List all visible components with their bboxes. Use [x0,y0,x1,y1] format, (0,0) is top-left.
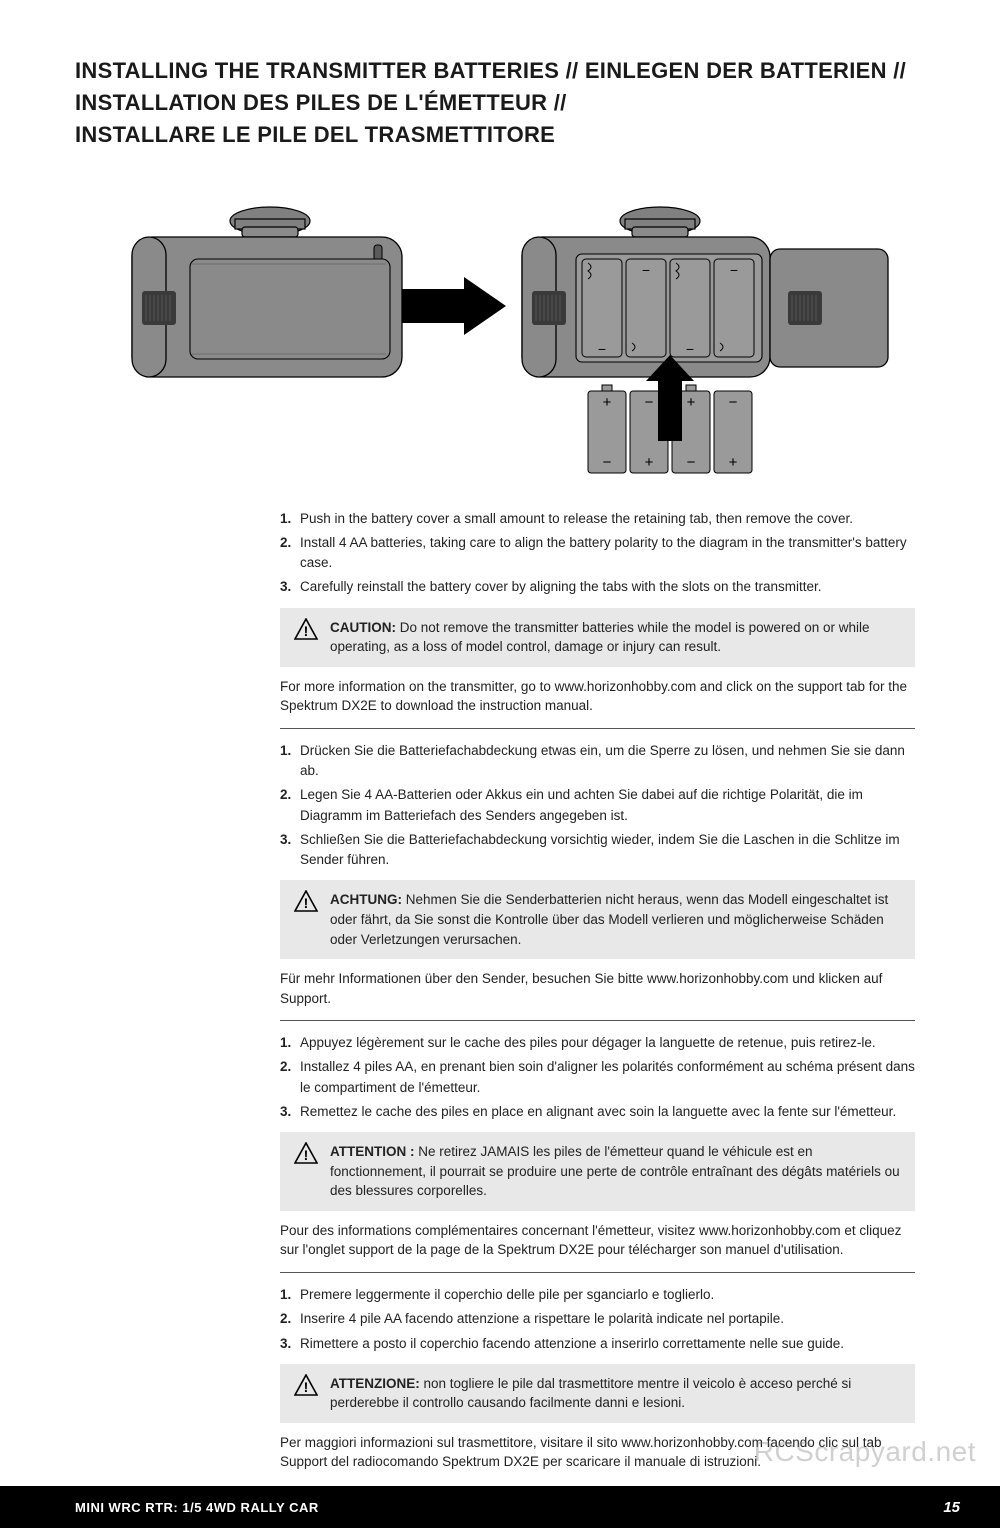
step-list: 1.Drücken Sie die Batteriefachabdeckung … [280,741,915,871]
section-de: 1.Drücken Sie die Batteriefachabdeckung … [75,741,925,1021]
followup-text: Für mehr Informationen über den Sender, … [280,969,915,1008]
section-divider [280,1020,915,1021]
step-item: 1.Appuyez légèrement sur le cache des pi… [280,1033,915,1053]
title-line: INSTALLING THE TRANSMITTER BATTERIES // … [75,55,925,87]
title-line: INSTALLARE LE PILE DEL TRASMETTITORE [75,119,925,151]
section-fr: 1.Appuyez légèrement sur le cache des pi… [75,1033,925,1273]
title-line: INSTALLATION DES PILES DE L'ÉMETTEUR // [75,87,925,119]
svg-text:−: − [645,394,654,411]
step-item: 1.Premere leggermente il coperchio delle… [280,1285,915,1305]
step-item: 2.Installez 4 piles AA, en prenant bien … [280,1057,915,1098]
svg-text:+: + [603,394,612,411]
step-list: 1.Push in the battery cover a small amou… [280,509,915,598]
step-item: 3.Carefully reinstall the battery cover … [280,577,915,597]
page-footer: MINI WRC RTR: 1/5 4WD RALLY CAR 15 [0,1486,1000,1528]
svg-text:!: ! [304,623,309,639]
svg-text:−: − [729,394,738,411]
caution-box: ! ATTENTION : Ne retirez JAMAIS les pile… [280,1132,915,1211]
section-it: 1.Premere leggermente il coperchio delle… [75,1285,925,1472]
svg-text:−: − [687,454,696,471]
footer-title: MINI WRC RTR: 1/5 4WD RALLY CAR [75,1500,319,1515]
warning-icon: ! [294,1142,318,1164]
svg-text:−: − [603,454,612,471]
caution-box: ! ATTENZIONE: non togliere le pile dal t… [280,1364,915,1423]
caution-text: Nehmen Sie die Senderbatterien nicht her… [330,892,888,946]
step-list: 1.Premere leggermente il coperchio delle… [280,1285,915,1354]
caution-box: ! CAUTION: Do not remove the transmitter… [280,608,915,667]
caution-label: ATTENZIONE: [330,1376,420,1391]
svg-text:−: − [730,262,738,278]
step-item: 2.Legen Sie 4 AA-Batterien oder Akkus ei… [280,785,915,826]
step-item: 2.Install 4 AA batteries, taking care to… [280,533,915,574]
step-item: 1.Push in the battery cover a small amou… [280,509,915,529]
step-item: 3.Remettez le cache des piles en place e… [280,1102,915,1122]
svg-text:+: + [645,454,654,471]
caution-label: ACHTUNG: [330,892,402,907]
followup-text: For more information on the transmitter,… [280,677,915,716]
section-divider [280,728,915,729]
caution-box: ! ACHTUNG: Nehmen Sie die Senderbatterie… [280,880,915,959]
warning-icon: ! [294,1374,318,1396]
svg-text:−: − [642,262,650,278]
svg-text:+: + [687,394,696,411]
step-item: 3.Schließen Sie die Batteriefachabdeckun… [280,830,915,871]
step-item: 2.Inserire 4 pile AA facendo attenzione … [280,1309,915,1329]
caution-text: Do not remove the transmitter batteries … [330,620,870,655]
step-list: 1.Appuyez légèrement sur le cache des pi… [280,1033,915,1122]
step-item: 3.Rimettere a posto il coperchio facendo… [280,1334,915,1354]
warning-icon: ! [294,618,318,640]
section-en: 1.Push in the battery cover a small amou… [75,509,925,729]
followup-text: Pour des informations complémentaires co… [280,1221,915,1260]
followup-text: Per maggiori informazioni sul trasmettit… [280,1433,915,1472]
page-number: 15 [943,1499,960,1516]
caution-text: Ne retirez JAMAIS les piles de l'émetteu… [330,1144,900,1198]
caution-label: CAUTION: [330,620,396,635]
page-title: INSTALLING THE TRANSMITTER BATTERIES // … [75,55,925,151]
svg-text:−: − [598,341,606,357]
battery-install-diagram: − − − − + − + − − + − [75,179,925,479]
svg-text:!: ! [304,1147,309,1163]
caution-label: ATTENTION : [330,1144,415,1159]
warning-icon: ! [294,890,318,912]
transmitter-diagram-svg: − − − − + − + − − + − [90,179,910,479]
svg-text:+: + [729,454,738,471]
svg-text:!: ! [304,1379,309,1395]
svg-text:−: − [686,341,694,357]
step-item: 1.Drücken Sie die Batteriefachabdeckung … [280,741,915,782]
section-divider [280,1272,915,1273]
svg-text:!: ! [304,895,309,911]
